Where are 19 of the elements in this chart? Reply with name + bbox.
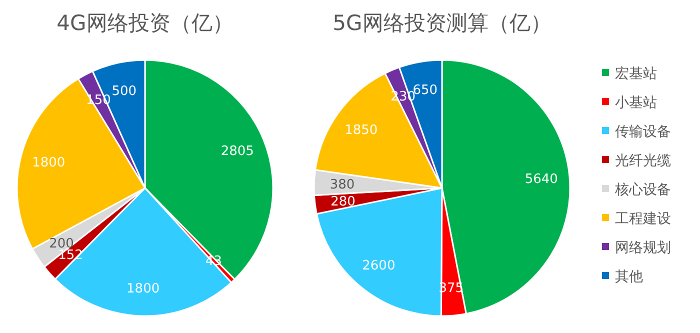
legend-label: 工程建设 (615, 210, 671, 227)
legend-label: 其他 (615, 268, 643, 285)
legend-label: 小基站 (615, 94, 657, 111)
legend-label: 网络规划 (615, 240, 671, 256)
chart-title: 5G网络投资测算（亿） (332, 11, 552, 35)
data-label: 280 (330, 194, 356, 210)
data-label: 2600 (362, 258, 396, 274)
data-label: 5640 (524, 172, 558, 188)
legend-label: 宏基站 (615, 66, 657, 82)
data-label: 2805 (220, 144, 254, 159)
data-label: 500 (112, 84, 137, 99)
data-label: 1800 (32, 156, 66, 171)
legend-label: 光纤光缆 (615, 152, 671, 169)
data-label: 380 (330, 177, 355, 192)
legend-label: 传输设备 (615, 124, 671, 140)
legend-label: 核心设备 (614, 182, 671, 198)
data-label: 1800 (126, 281, 160, 296)
chart-title: 4G网络投资（亿） (56, 11, 234, 35)
data-label: 1850 (344, 123, 378, 138)
